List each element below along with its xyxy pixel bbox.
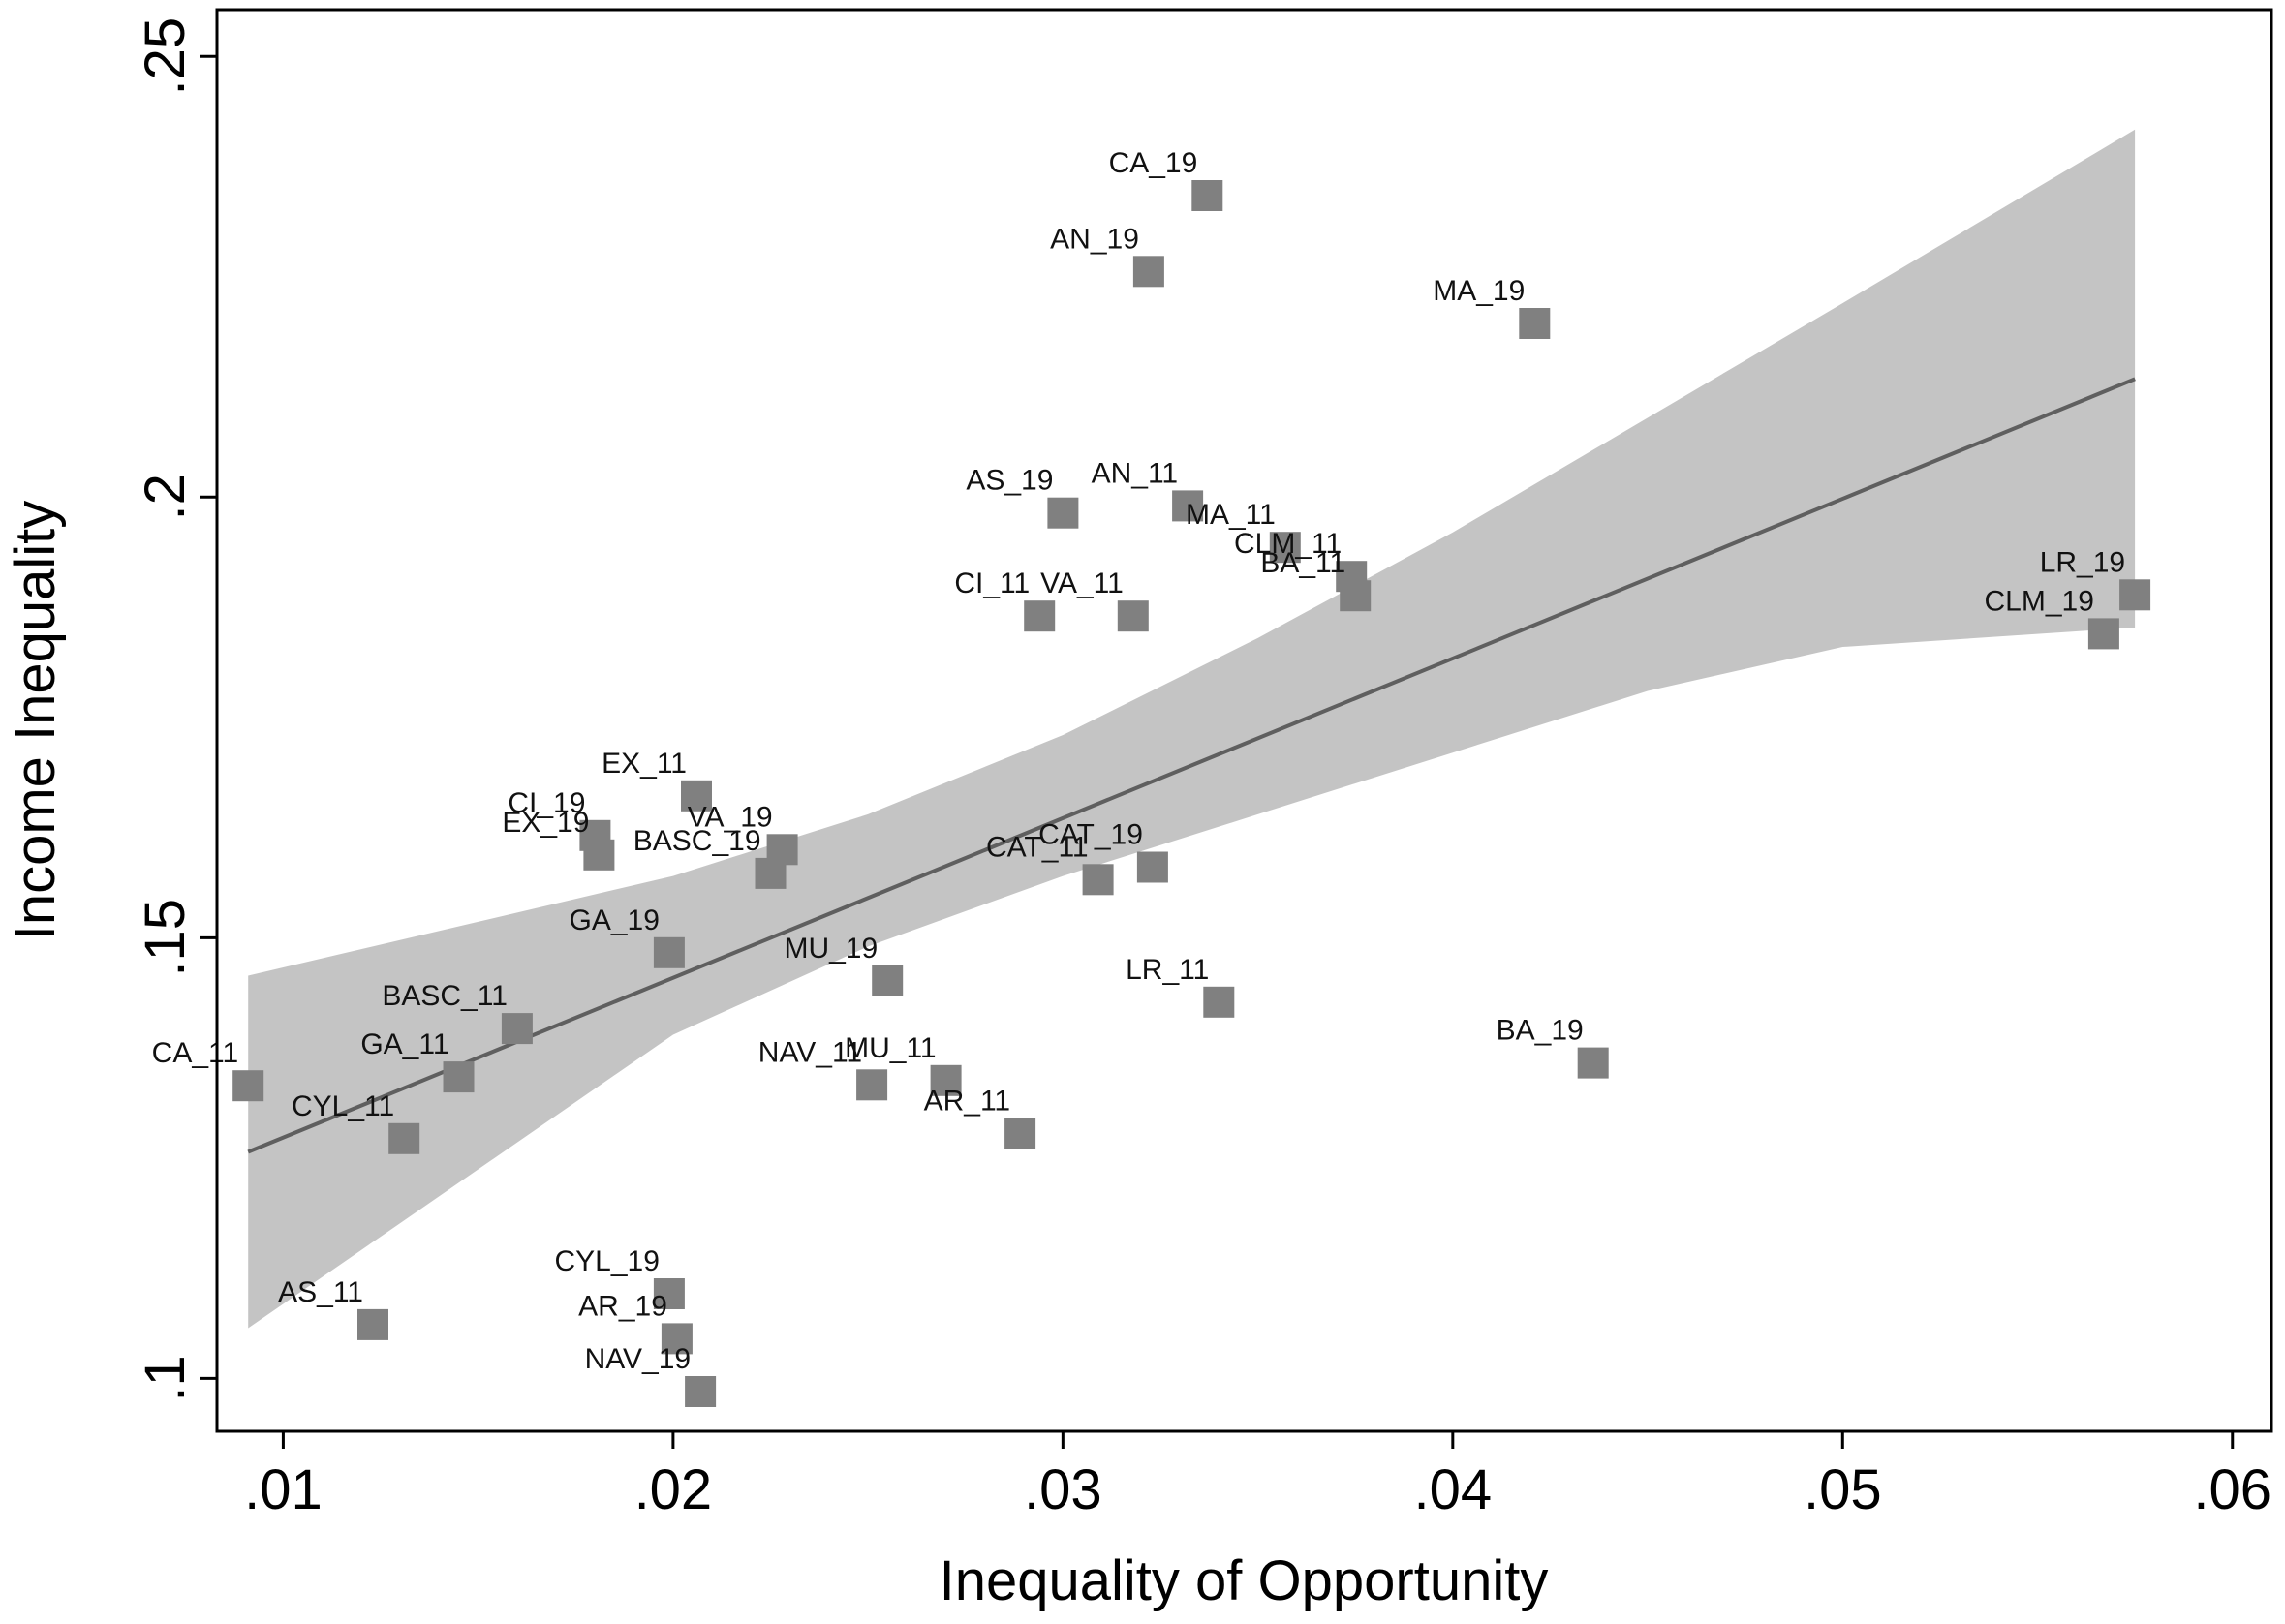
point-label: CI_11 — [954, 567, 1030, 599]
point-marker — [1172, 490, 1204, 522]
point-label: MA_11 — [1186, 499, 1276, 531]
point-label: GA_11 — [360, 1028, 448, 1060]
point-label: CAT_11 — [986, 831, 1089, 863]
point-marker — [872, 965, 904, 996]
point-label: AR_11 — [924, 1085, 1011, 1117]
point-label: LR_11 — [1126, 954, 1209, 986]
point-marker — [1132, 256, 1164, 288]
y-tick-label: .25 — [134, 17, 197, 96]
point-label: AN_11 — [1092, 457, 1179, 489]
x-axis: .01 .02 .03 .04 .05 .06 — [244, 1431, 2271, 1521]
x-tick-label: .02 — [634, 1458, 713, 1521]
point-label: BASC_11 — [382, 980, 508, 1012]
point-marker — [653, 936, 685, 968]
y-axis-title: Income Inequality — [4, 501, 67, 941]
point-label: CAT_19 — [1038, 819, 1143, 851]
point-label: EX_11 — [602, 748, 687, 780]
point-label: CLM_11 — [1234, 528, 1342, 560]
point-marker — [357, 1308, 388, 1340]
points-layer — [232, 180, 2151, 1407]
point-label: CYL_11 — [292, 1090, 394, 1122]
point-marker — [653, 1278, 685, 1309]
point-marker — [1082, 864, 1114, 896]
y-axis: .1 .15 .2 .25 — [134, 17, 217, 1402]
point-marker — [1024, 600, 1056, 632]
point-label: BASC_19 — [633, 825, 761, 857]
y-tick-label: .2 — [134, 474, 197, 520]
point-label: VA_19 — [688, 801, 773, 833]
point-marker — [1519, 308, 1551, 339]
confidence-band-layer — [248, 129, 2136, 1329]
point-marker — [1136, 851, 1168, 883]
point-marker — [1577, 1047, 1609, 1079]
point-marker — [1047, 497, 1079, 529]
point-marker — [661, 1323, 693, 1355]
point-marker — [930, 1064, 962, 1096]
confidence-band — [248, 129, 2136, 1329]
x-tick-label: .03 — [1024, 1458, 1102, 1521]
x-tick-label: .04 — [1413, 1458, 1492, 1521]
point-label: BA_11 — [1260, 547, 1345, 579]
point-marker — [388, 1122, 420, 1154]
point-label: CA_19 — [1109, 147, 1198, 179]
point-marker — [232, 1070, 264, 1102]
point-marker — [685, 1376, 717, 1407]
x-tick-label: .06 — [2193, 1458, 2271, 1521]
point-label: NAV_19 — [585, 1343, 692, 1375]
point-marker — [1203, 986, 1235, 1018]
point-marker — [443, 1061, 475, 1093]
fit-line — [247, 377, 2136, 1154]
point-label: CYL_19 — [554, 1245, 659, 1277]
point-label: AN_19 — [1050, 223, 1139, 255]
point-label: BA_19 — [1497, 1015, 1584, 1047]
point-marker — [681, 780, 712, 812]
point-label: AS_19 — [966, 465, 1053, 497]
point-label: NAV_11 — [758, 1036, 862, 1068]
point-marker — [1269, 532, 1301, 564]
point-marker — [1004, 1118, 1036, 1149]
point-marker — [583, 839, 615, 871]
point-label: CLM_19 — [1984, 585, 2093, 617]
x-tick-label: .05 — [1804, 1458, 1882, 1521]
point-marker — [755, 857, 787, 889]
point-label: MU_19 — [784, 933, 878, 965]
y-tick-label: .1 — [134, 1355, 197, 1401]
point-label: EX_19 — [502, 807, 589, 839]
point-label: MU_11 — [845, 1032, 936, 1064]
point-marker — [1117, 600, 1149, 632]
point-label: LR_19 — [2040, 546, 2125, 578]
point-label: GA_19 — [569, 904, 659, 936]
x-tick-label: .01 — [244, 1458, 323, 1521]
point-label: AS_11 — [278, 1276, 363, 1308]
point-marker — [2119, 579, 2151, 611]
y-tick-label: .15 — [134, 899, 197, 977]
point-marker — [1340, 580, 1372, 612]
point-label: VA_11 — [1040, 567, 1124, 599]
point-label: AR_19 — [578, 1290, 667, 1322]
point-label: CI_19 — [508, 787, 585, 819]
x-axis-title: Inequality of Opportunity — [940, 1549, 1549, 1612]
point-marker — [1191, 180, 1223, 211]
point-label: CA_11 — [152, 1037, 239, 1069]
point-marker — [501, 1013, 533, 1045]
point-marker — [856, 1069, 888, 1101]
point-label: MA_19 — [1433, 275, 1525, 307]
point-marker — [2087, 618, 2119, 650]
plot-frame — [215, 8, 2273, 1433]
fit-line-layer — [247, 377, 2136, 1154]
